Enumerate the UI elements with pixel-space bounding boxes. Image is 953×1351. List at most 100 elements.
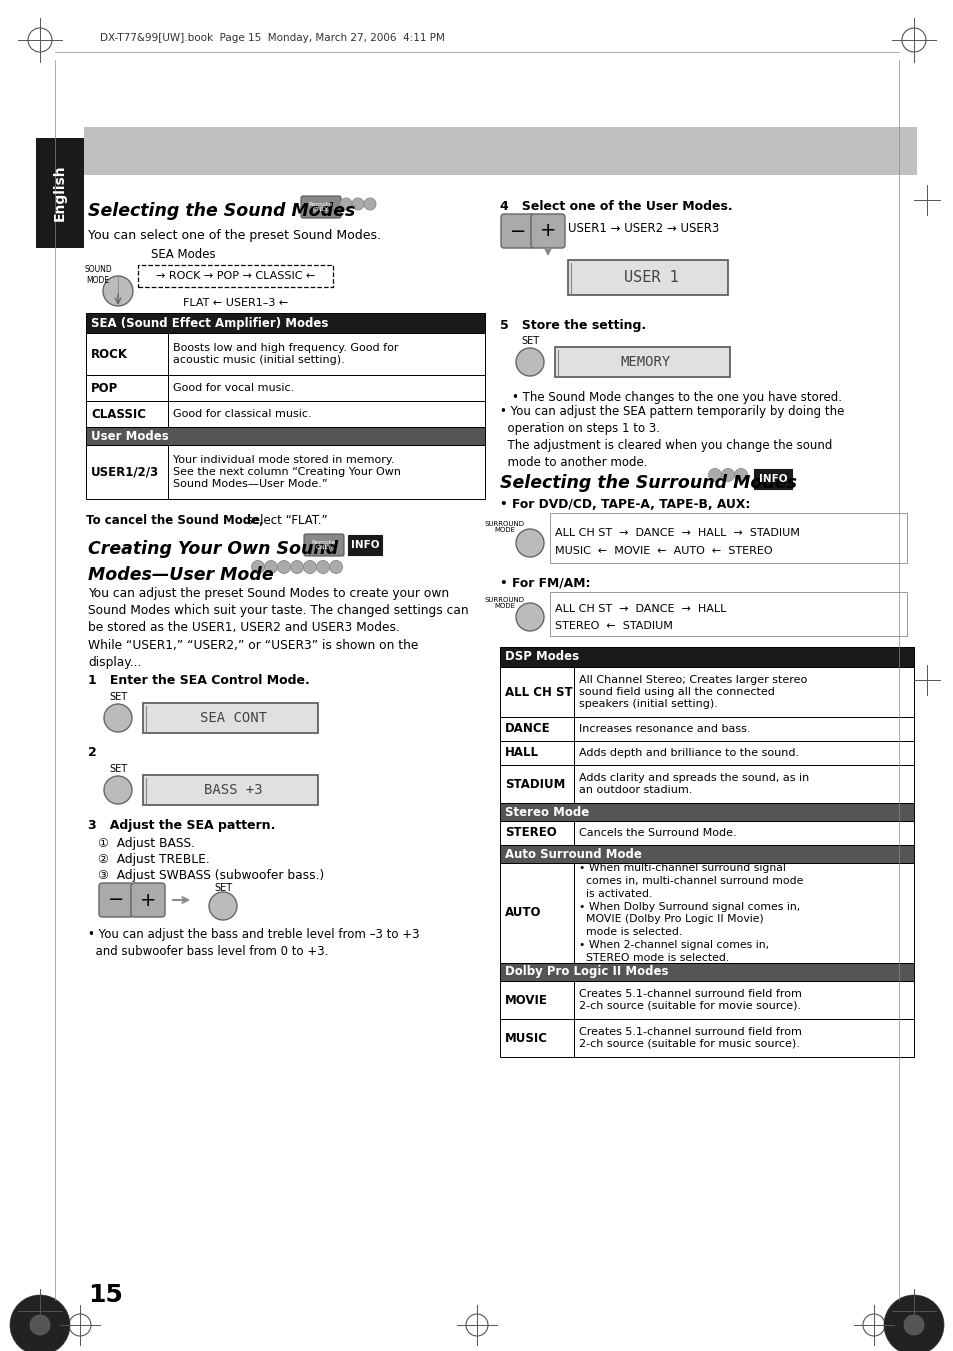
Text: DX-T77&99[UW].book  Page 15  Monday, March 27, 2006  4:11 PM: DX-T77&99[UW].book Page 15 Monday, March… [100, 32, 444, 43]
Text: Remote
ONLY: Remote ONLY [309, 201, 333, 212]
Text: select “FLAT.”: select “FLAT.” [243, 515, 327, 527]
Bar [499, 647, 913, 667]
Text: • When multi-channel surround signal
  comes in, multi-channel surround mode
  i: • When multi-channel surround signal com… [578, 863, 802, 963]
Text: 2: 2 [88, 747, 96, 759]
Text: 4   Select one of the User Modes.: 4 Select one of the User Modes. [499, 200, 732, 213]
Text: Your individual mode stored in memory.
See the next column “Creating Your Own
So: Your individual mode stored in memory. S… [172, 455, 400, 489]
Circle shape [720, 469, 734, 481]
Circle shape [30, 1315, 50, 1335]
Text: Creates 5.1-channel surround field from
2-ch source (suitable for movie source).: Creates 5.1-channel surround field from … [578, 989, 801, 1011]
Bar [499, 963, 913, 981]
Text: • You can adjust the SEA pattern temporarily by doing the
  operation on steps 1: • You can adjust the SEA pattern tempora… [499, 405, 843, 469]
Text: STEREO: STEREO [504, 827, 557, 839]
Bar [499, 802, 913, 821]
Text: Dolby Pro Logic II Modes: Dolby Pro Logic II Modes [504, 966, 668, 978]
Bar [574, 717, 913, 740]
Text: • The Sound Mode changes to the one you have stored.: • The Sound Mode changes to the one you … [512, 390, 841, 404]
Text: POP: POP [91, 381, 118, 394]
Text: Selecting the Sound Modes: Selecting the Sound Modes [88, 203, 355, 220]
Text: INFO: INFO [351, 540, 379, 550]
FancyBboxPatch shape [531, 213, 564, 249]
Circle shape [316, 561, 329, 574]
Text: AUTO: AUTO [504, 907, 541, 920]
Text: SET: SET [109, 765, 127, 774]
Text: HALL: HALL [504, 747, 538, 759]
Circle shape [104, 775, 132, 804]
Circle shape [264, 561, 277, 574]
Circle shape [329, 561, 342, 574]
Text: SET: SET [213, 884, 232, 893]
Text: SEA (Sound Effect Amplifier) Modes: SEA (Sound Effect Amplifier) Modes [91, 316, 328, 330]
Text: USER1 → USER2 → USER3: USER1 → USER2 → USER3 [567, 223, 719, 235]
Bar [36, 138, 84, 249]
Text: 15: 15 [88, 1283, 123, 1306]
Text: Modes—User Mode: Modes—User Mode [88, 566, 274, 584]
Bar [86, 313, 484, 332]
Text: MEMORY: MEMORY [619, 355, 670, 369]
Text: While “USER1,” “USER2,” or “USER3” is shown on the
display...: While “USER1,” “USER2,” or “USER3” is sh… [88, 639, 418, 669]
Text: User Modes: User Modes [91, 430, 169, 443]
Text: USER 1: USER 1 [623, 270, 678, 285]
Text: Adds clarity and spreads the sound, as in
an outdoor stadium.: Adds clarity and spreads the sound, as i… [578, 773, 808, 794]
Text: • You can adjust the bass and treble level from –3 to +3
  and subwoofer bass le: • You can adjust the bass and treble lev… [88, 928, 419, 958]
Text: Auto Surround Mode: Auto Surround Mode [504, 847, 641, 861]
Text: +: + [139, 890, 156, 909]
Circle shape [708, 469, 720, 481]
Bar [574, 740, 913, 765]
Bar [499, 765, 574, 802]
Text: • For FM/AM:: • For FM/AM: [499, 577, 590, 589]
Text: FLAT ← USER1–3 ←: FLAT ← USER1–3 ← [183, 299, 288, 308]
Circle shape [352, 199, 364, 209]
Text: You can select one of the preset Sound Modes.: You can select one of the preset Sound M… [88, 228, 380, 242]
Text: STEREO  ←  STADIUM: STEREO ← STADIUM [555, 621, 672, 631]
Text: DANCE: DANCE [504, 723, 550, 735]
Circle shape [516, 349, 543, 376]
Text: 3   Adjust the SEA pattern.: 3 Adjust the SEA pattern. [88, 819, 275, 831]
Text: SET: SET [520, 336, 538, 346]
FancyBboxPatch shape [753, 469, 791, 489]
FancyBboxPatch shape [99, 884, 132, 917]
Bar [86, 401, 168, 427]
Text: −: − [509, 222, 526, 240]
Circle shape [339, 199, 352, 209]
Bar [555, 347, 729, 377]
Circle shape [277, 561, 291, 574]
FancyBboxPatch shape [131, 884, 165, 917]
Text: ALL CH ST  →  DANCE  →  HALL  →  STADIUM: ALL CH ST → DANCE → HALL → STADIUM [555, 528, 799, 538]
Text: → ROCK → POP → CLASSIC ←: → ROCK → POP → CLASSIC ← [155, 272, 314, 281]
Bar [86, 427, 484, 444]
Bar [567, 259, 727, 295]
Bar [143, 703, 317, 734]
Text: ALL CH ST  →  DANCE  →  HALL: ALL CH ST → DANCE → HALL [555, 604, 725, 613]
Text: SURROUND
MODE: SURROUND MODE [484, 597, 524, 609]
Text: You can adjust the preset Sound Modes to create your own
Sound Modes which suit : You can adjust the preset Sound Modes to… [88, 586, 468, 634]
Bar [84, 127, 916, 176]
Bar [499, 1019, 574, 1056]
Bar [143, 775, 317, 805]
Text: ②  Adjust TREBLE.: ② Adjust TREBLE. [98, 852, 210, 866]
Bar [86, 444, 168, 499]
Text: SEA CONT: SEA CONT [200, 711, 267, 725]
Text: Increases resonance and bass.: Increases resonance and bass. [578, 724, 750, 734]
Circle shape [516, 530, 543, 557]
Text: 1   Enter the SEA Control Mode.: 1 Enter the SEA Control Mode. [88, 674, 310, 688]
Circle shape [883, 1296, 943, 1351]
Text: INFO: INFO [758, 474, 786, 484]
Bar [499, 740, 574, 765]
Bar [550, 592, 906, 636]
Text: Selecting the Surround Modes: Selecting the Surround Modes [499, 474, 796, 492]
Circle shape [209, 892, 236, 920]
Text: Good for classical music.: Good for classical music. [172, 409, 312, 419]
Text: Creates 5.1-channel surround field from
2-ch source (suitable for music source).: Creates 5.1-channel surround field from … [578, 1027, 801, 1048]
Bar [574, 821, 913, 844]
Circle shape [734, 469, 747, 481]
Bar [168, 401, 484, 427]
Text: ③  Adjust SWBASS (subwoofer bass.): ③ Adjust SWBASS (subwoofer bass.) [98, 869, 324, 881]
Bar [499, 863, 574, 963]
Text: MUSIC: MUSIC [504, 1032, 547, 1044]
Text: ROCK: ROCK [91, 347, 128, 361]
Circle shape [903, 1315, 923, 1335]
Text: USER1/2/3: USER1/2/3 [91, 466, 159, 478]
Text: SET: SET [109, 692, 127, 703]
Bar [574, 981, 913, 1019]
